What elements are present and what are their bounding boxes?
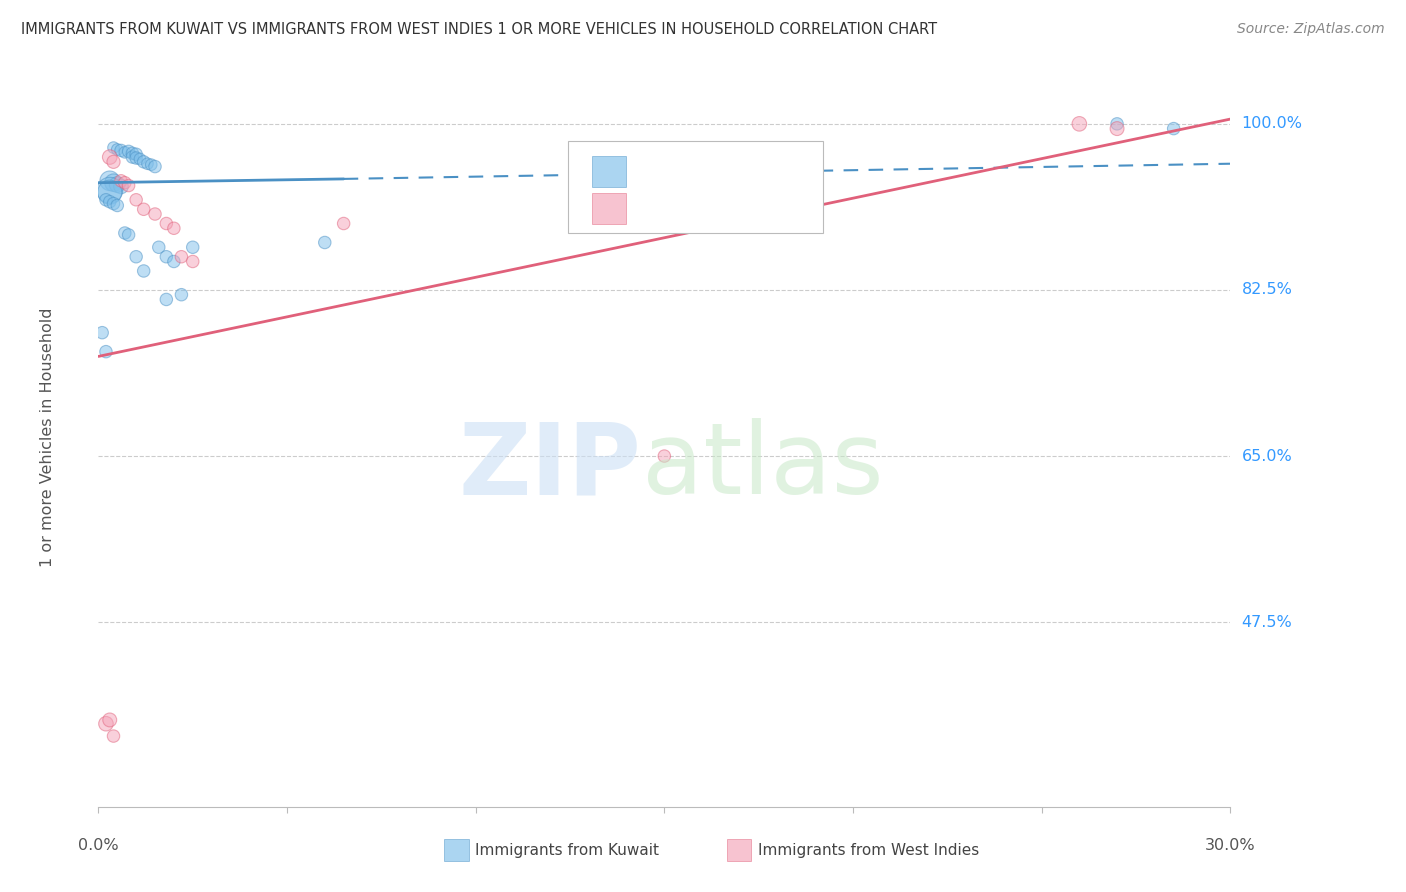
Point [129,152,152,166]
Point [98,185,121,199]
Point [155,217,177,231]
Point [148,240,170,254]
Point [117,145,139,159]
Text: 0.0%: 0.0% [79,838,118,853]
Point [652,449,676,463]
Point [98,183,121,197]
Text: 47.5%: 47.5% [1241,615,1292,630]
Point [117,227,139,242]
Point [98,150,121,164]
Text: N = 40: N = 40 [740,163,804,181]
Point [110,144,132,158]
Point [105,178,128,192]
Point [155,293,177,307]
Point [125,151,148,165]
Point [155,250,177,264]
Point [121,150,143,164]
Point [181,240,204,254]
Text: 30.0%: 30.0% [1205,838,1256,853]
Point [332,217,354,231]
Point [91,326,114,340]
Text: R = 0.288: R = 0.288 [637,200,724,218]
Text: 1 or more Vehicles in Household: 1 or more Vehicles in Household [39,308,55,566]
Point [98,713,121,727]
Point [94,716,117,731]
FancyBboxPatch shape [727,839,751,862]
Point [1163,121,1185,136]
Text: R = 0.094: R = 0.094 [637,163,724,181]
Point [121,146,143,161]
Point [132,154,155,169]
Point [163,254,186,268]
Point [103,196,125,211]
Point [114,176,136,190]
Point [125,193,148,207]
Point [1107,117,1129,131]
Text: N = 19: N = 19 [740,200,804,218]
Point [132,202,155,217]
Text: Immigrants from Kuwait: Immigrants from Kuwait [475,843,659,858]
Point [143,160,166,174]
Point [94,344,117,359]
Point [125,147,148,161]
Point [103,154,125,169]
Point [103,176,125,190]
Text: IMMIGRANTS FROM KUWAIT VS IMMIGRANTS FROM WEST INDIES 1 OR MORE VEHICLES IN HOUS: IMMIGRANTS FROM KUWAIT VS IMMIGRANTS FRO… [21,22,938,37]
Point [94,193,117,207]
Point [103,140,125,154]
FancyBboxPatch shape [592,193,626,224]
Point [314,235,336,250]
Point [98,174,121,188]
Point [103,729,125,743]
Point [170,250,193,264]
Point [105,143,128,157]
Text: 100.0%: 100.0% [1241,116,1302,131]
Point [114,145,136,160]
Text: 82.5%: 82.5% [1241,283,1292,297]
Point [181,254,204,268]
Point [1107,121,1129,136]
Point [143,207,166,221]
Point [1069,117,1091,131]
Text: 65.0%: 65.0% [1241,449,1292,464]
Point [136,157,159,171]
Point [141,158,163,172]
FancyBboxPatch shape [568,141,823,234]
Point [163,221,186,235]
Point [110,179,132,194]
Text: atlas: atlas [641,418,883,516]
Text: Source: ZipAtlas.com: Source: ZipAtlas.com [1237,22,1385,37]
Point [117,178,139,193]
Point [132,264,155,278]
Point [125,250,148,264]
Text: ZIP: ZIP [458,418,641,516]
Point [110,174,132,188]
Point [114,226,136,240]
Point [105,198,128,212]
FancyBboxPatch shape [592,156,626,187]
Text: Immigrants from West Indies: Immigrants from West Indies [758,843,980,858]
Point [170,287,193,301]
FancyBboxPatch shape [444,839,468,862]
Point [98,194,121,209]
